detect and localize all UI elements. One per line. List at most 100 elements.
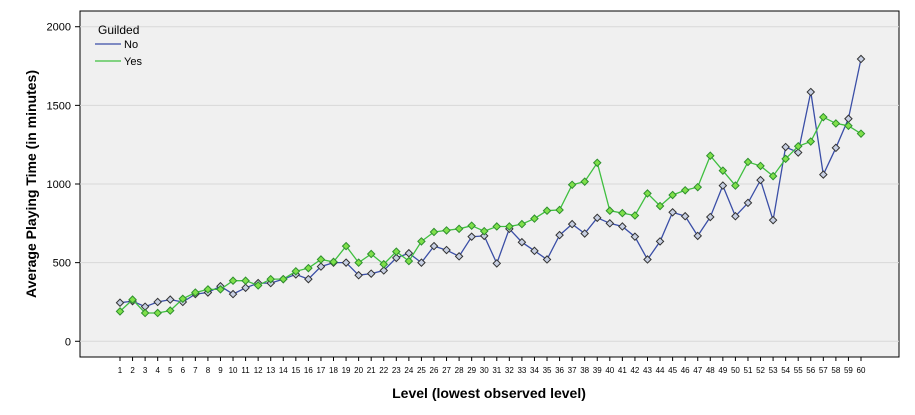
point-no-level-31	[492, 259, 502, 268]
x-tick-label-35: 35	[543, 366, 552, 375]
y-tick-label-2000: 2000	[47, 22, 71, 34]
x-tick-label-5: 5	[168, 366, 173, 375]
x-axis-title: Level (lowest observed level)	[392, 385, 586, 401]
x-tick-label-46: 46	[681, 366, 690, 375]
point-yes-level-53	[768, 171, 778, 181]
x-tick-label-34: 34	[530, 366, 539, 375]
x-tick-label-27: 27	[442, 366, 451, 375]
point-no-level-46	[680, 211, 690, 221]
x-tick-label-18: 18	[329, 366, 338, 375]
point-no-level-47	[693, 231, 703, 241]
x-tick-label-2: 2	[130, 366, 135, 375]
x-tick-label-3: 3	[143, 366, 148, 375]
point-yes-level-38	[580, 177, 590, 186]
x-axis-ticks: 1 2 3 4 5 6 7 8 9 10 11 12 13 14 15 16 17 18 19 20 21 22 23 24 2…	[118, 357, 866, 375]
x-tick-label-41: 41	[618, 366, 627, 375]
point-no-level-22	[379, 266, 389, 275]
point-yes-level-46	[680, 185, 690, 195]
point-no-level-26	[429, 241, 439, 251]
point-no-level-19	[341, 258, 351, 267]
x-tick-label-21: 21	[367, 366, 376, 375]
point-no-level-43	[643, 255, 652, 264]
x-tick-label-39: 39	[593, 366, 602, 375]
point-yes-level-1	[115, 307, 125, 316]
x-tick-label-51: 51	[744, 366, 753, 375]
point-no-level-5	[165, 295, 175, 304]
x-tick-label-59: 59	[844, 366, 853, 375]
point-yes-level-22	[379, 259, 389, 269]
point-yes-level-39	[592, 158, 602, 168]
point-no-level-41	[618, 222, 627, 231]
x-tick-label-43: 43	[643, 366, 652, 375]
point-no-level-4	[153, 297, 162, 307]
point-yes-level-56	[806, 137, 816, 146]
point-yes-level-42	[630, 211, 640, 220]
point-no-level-55	[793, 148, 803, 157]
point-no-level-48	[705, 212, 715, 222]
point-no-level-57	[819, 170, 828, 179]
point-no-level-56	[806, 87, 816, 97]
point-yes-level-30	[479, 226, 489, 236]
point-no-level-60	[856, 54, 866, 64]
x-tick-label-31: 31	[492, 366, 501, 375]
point-no-level-35	[542, 255, 552, 264]
legend-title: Guilded	[98, 23, 139, 37]
x-tick-label-7: 7	[193, 366, 198, 375]
point-yes-level-13	[266, 274, 276, 284]
point-no-level-21	[366, 269, 376, 278]
x-tick-label-60: 60	[857, 366, 866, 375]
x-tick-label-32: 32	[505, 366, 514, 375]
x-tick-label-36: 36	[555, 366, 564, 375]
point-yes-level-54	[781, 154, 790, 164]
point-yes-level-14	[278, 274, 288, 284]
x-tick-label-14: 14	[279, 366, 288, 375]
point-yes-level-35	[542, 206, 552, 216]
point-no-level-1	[115, 298, 125, 308]
x-tick-label-19: 19	[342, 366, 351, 375]
point-yes-level-59	[844, 121, 853, 131]
point-yes-level-27	[442, 226, 451, 235]
point-no-level-39	[592, 213, 602, 223]
point-no-level-58	[831, 143, 841, 153]
point-yes-level-29	[467, 221, 476, 230]
point-yes-level-17	[316, 255, 326, 264]
point-yes-level-12	[253, 281, 263, 290]
point-yes-level-3	[140, 308, 150, 318]
point-yes-level-33	[517, 219, 527, 229]
point-no-level-38	[580, 229, 590, 238]
x-tick-label-11: 11	[241, 366, 250, 375]
legend-label-no: No	[124, 39, 138, 51]
point-yes-level-20	[354, 258, 363, 267]
point-yes-level-47	[693, 182, 703, 192]
point-no-level-51	[743, 198, 753, 208]
point-yes-level-32	[505, 222, 514, 231]
point-yes-level-8	[203, 285, 213, 294]
x-tick-label-30: 30	[480, 366, 489, 375]
gridlines	[80, 26, 899, 342]
x-tick-label-53: 53	[769, 366, 778, 375]
x-tick-label-1: 1	[118, 366, 123, 375]
legend: Guilded No Yes	[95, 23, 142, 68]
x-tick-label-45: 45	[668, 366, 677, 375]
x-tick-label-48: 48	[706, 366, 715, 375]
point-yes-level-23	[391, 247, 401, 256]
x-tick-label-54: 54	[781, 366, 790, 375]
point-yes-level-6	[178, 294, 188, 304]
x-tick-label-33: 33	[517, 366, 526, 375]
point-no-level-50	[731, 211, 740, 221]
point-no-level-27	[442, 245, 451, 255]
point-yes-level-28	[454, 224, 464, 234]
point-yes-level-51	[743, 157, 753, 167]
point-yes-level-44	[655, 201, 665, 211]
x-tick-label-17: 17	[316, 366, 325, 375]
x-tick-label-23: 23	[392, 366, 401, 375]
x-tick-label-13: 13	[266, 366, 275, 375]
x-tick-label-56: 56	[806, 366, 815, 375]
series-yes	[115, 112, 866, 318]
x-tick-label-24: 24	[404, 366, 413, 375]
x-tick-label-47: 47	[693, 366, 702, 375]
point-no-level-37	[567, 219, 577, 229]
point-no-level-44	[655, 237, 665, 246]
point-no-level-28	[454, 252, 464, 261]
point-no-level-54	[781, 142, 790, 152]
